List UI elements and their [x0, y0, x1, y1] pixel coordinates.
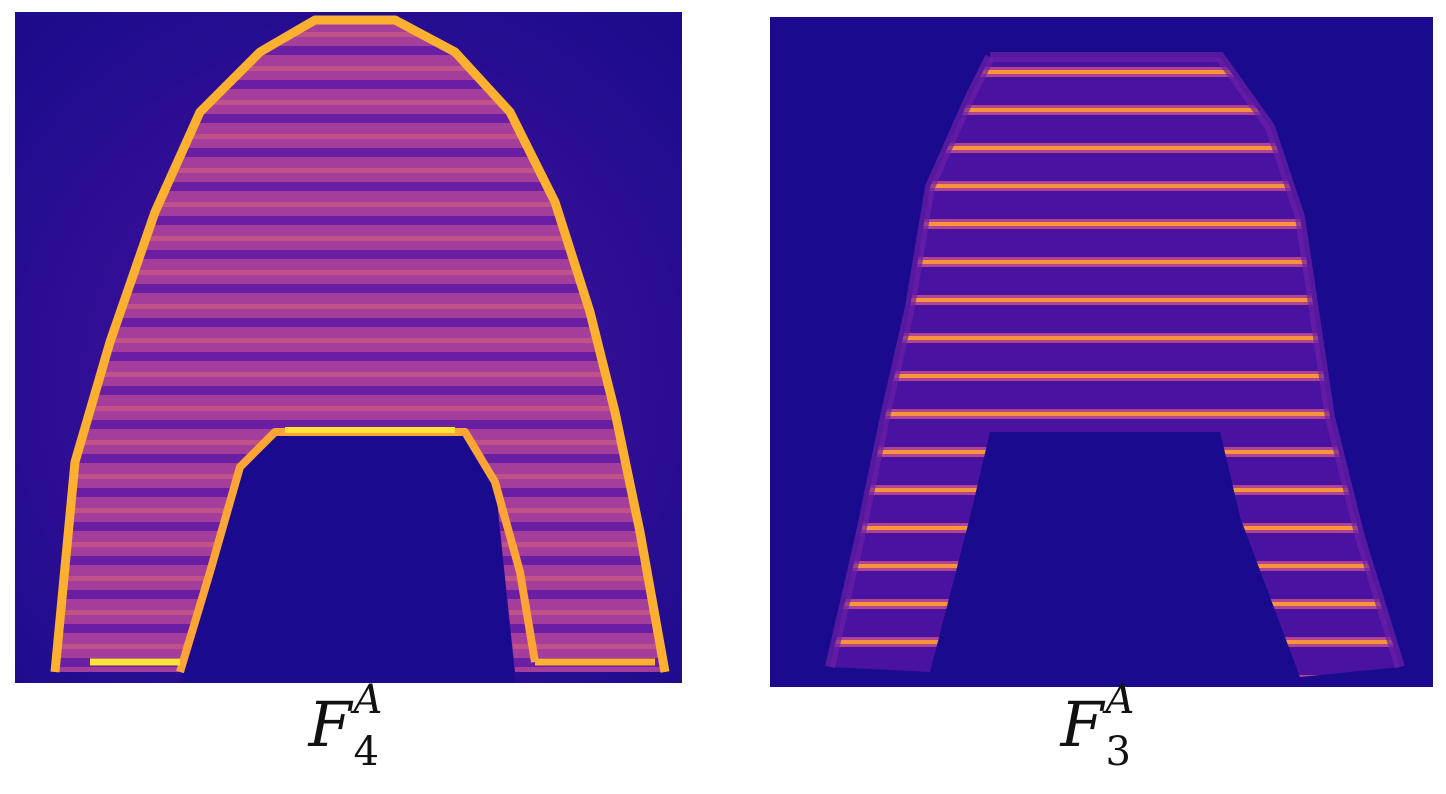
- caption-superscript: A: [353, 677, 383, 723]
- heatmap-f3-image: [770, 17, 1433, 687]
- caption-subscript: 4: [353, 729, 379, 775]
- garment-shape: [830, 57, 1400, 677]
- heatmap-panel-f4: [15, 12, 682, 683]
- heatmap-f4-image: [15, 12, 682, 683]
- caption-base: F: [1060, 688, 1104, 762]
- heatmap-panel-f3: [770, 17, 1433, 687]
- caption-subscript: 3: [1105, 729, 1131, 775]
- caption-base: F: [308, 688, 352, 762]
- caption-superscript: A: [1105, 677, 1135, 723]
- arch-shape: [55, 20, 665, 672]
